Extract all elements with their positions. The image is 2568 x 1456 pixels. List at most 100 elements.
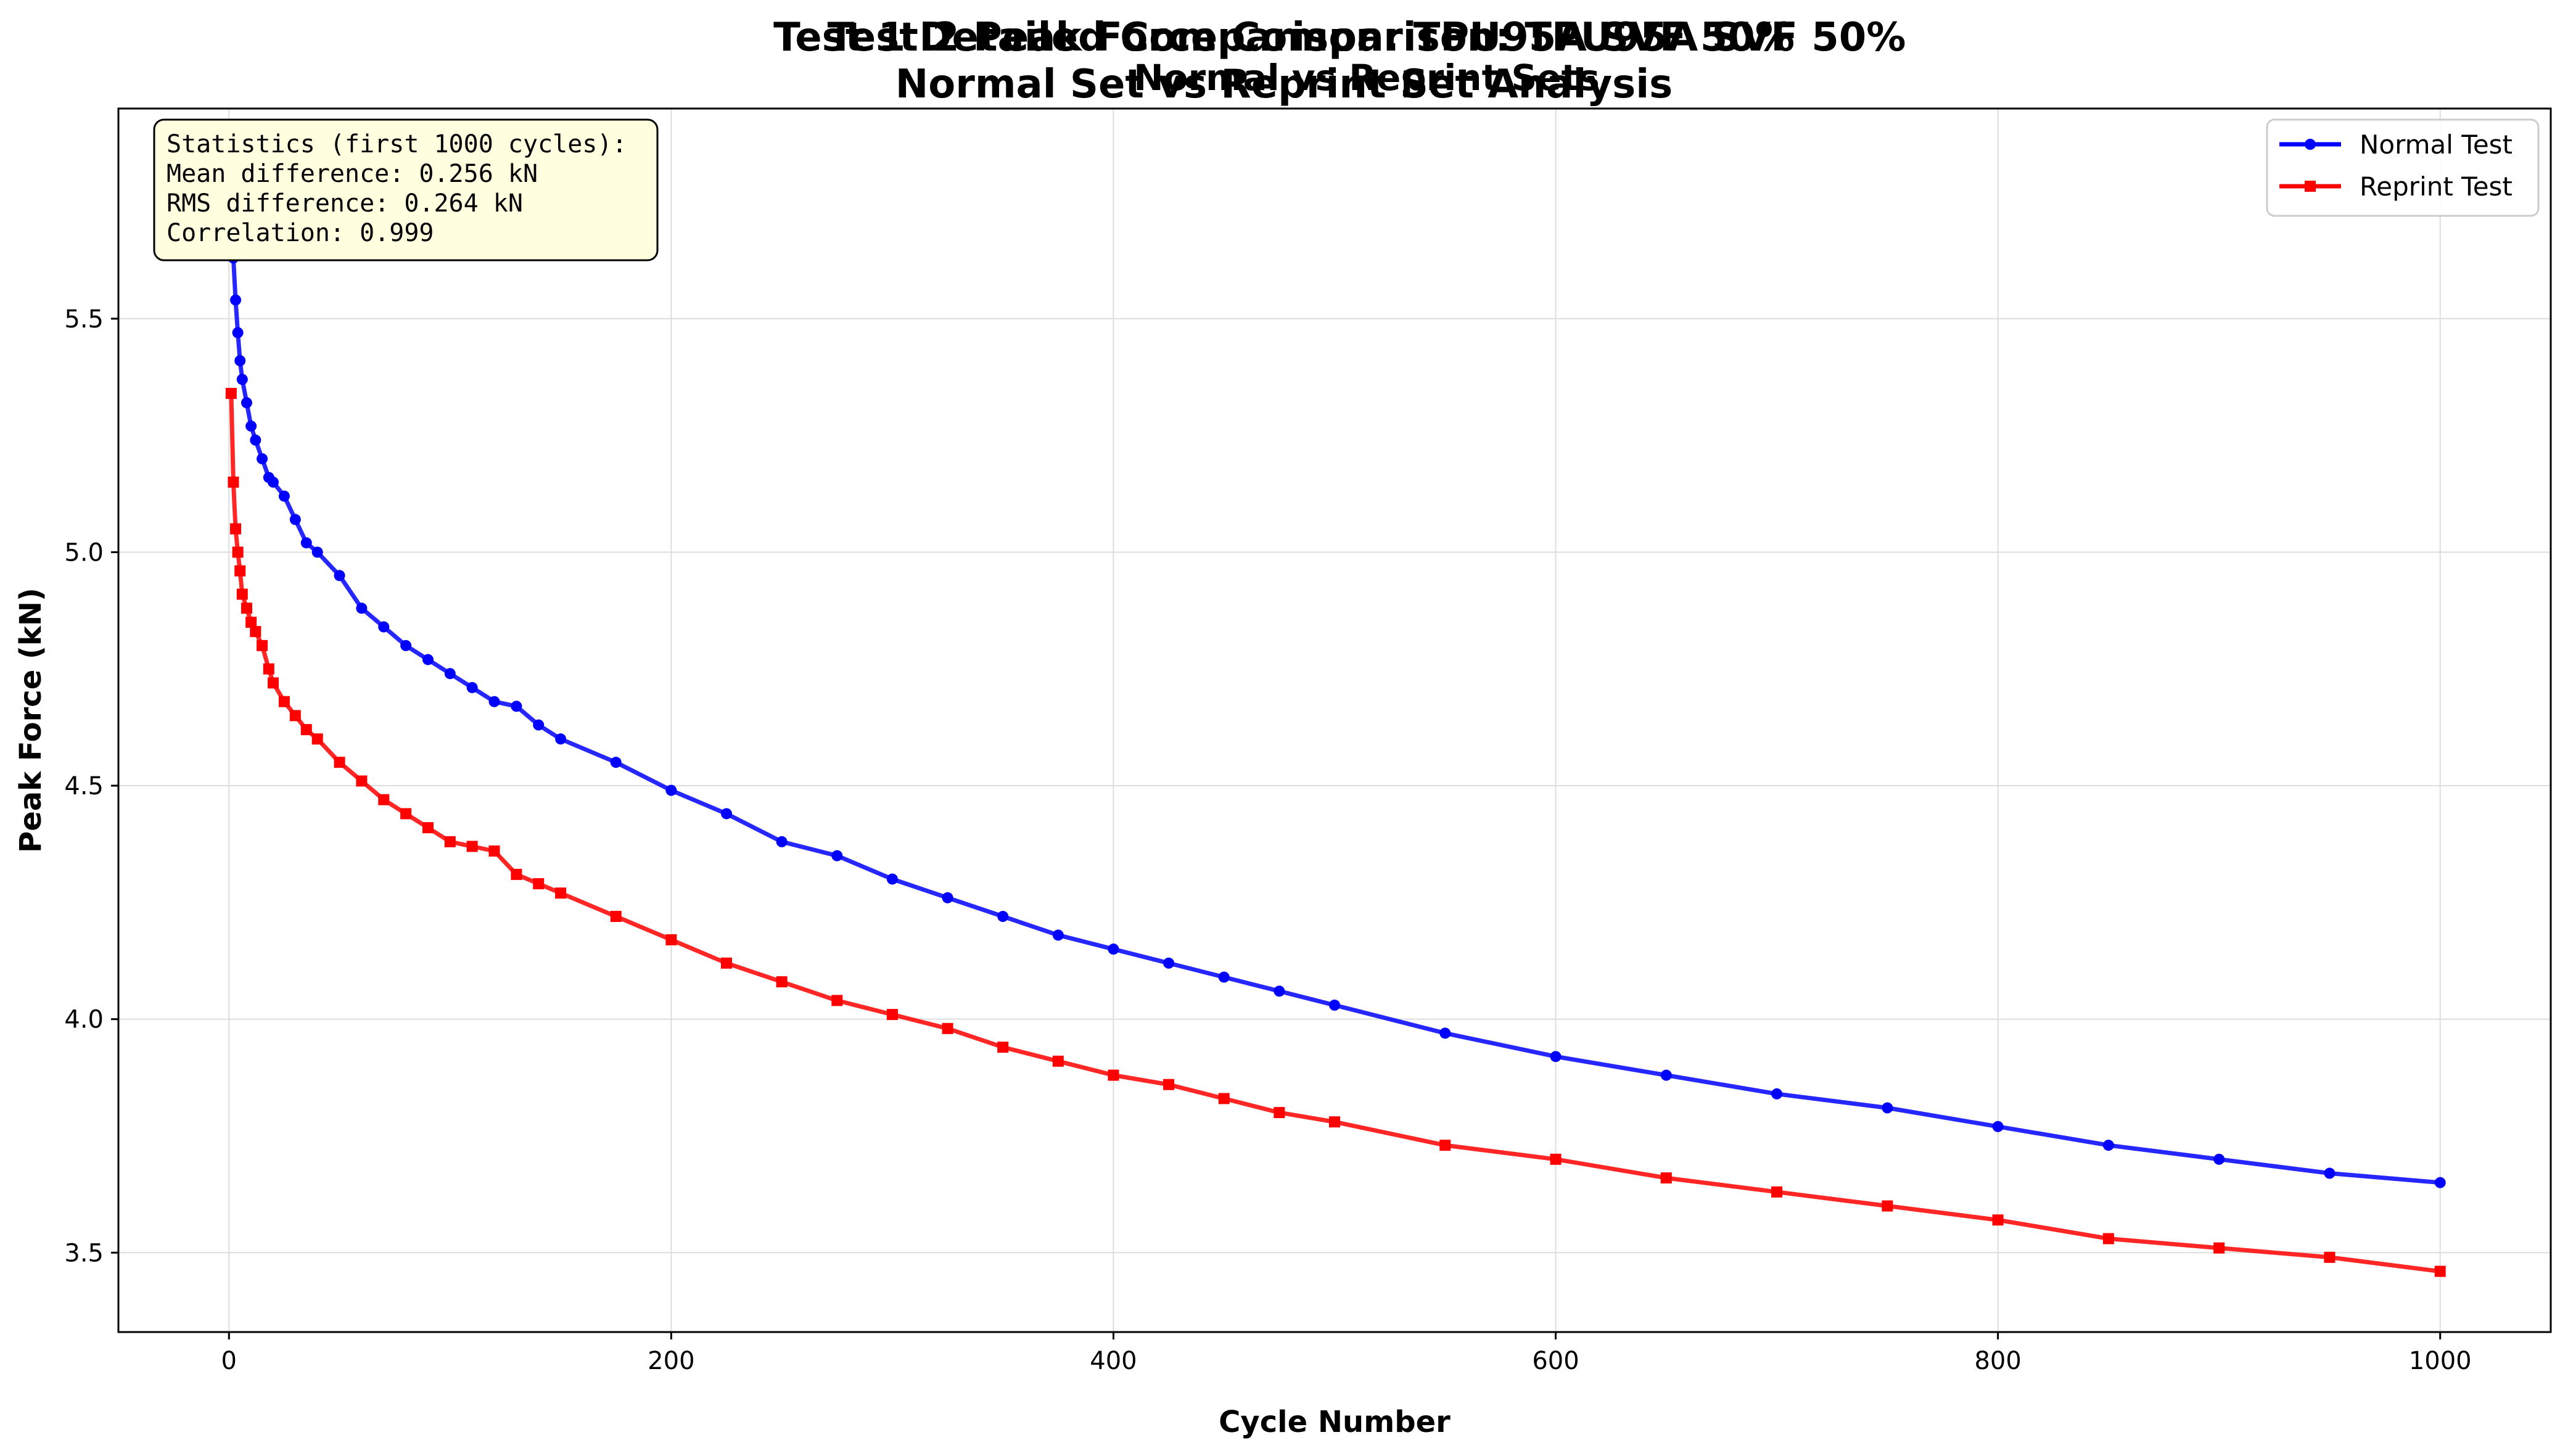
- data-point-normal-test: [230, 294, 242, 306]
- data-point-reprint-test: [1992, 1214, 2004, 1226]
- data-point-reprint-test: [250, 626, 261, 638]
- statistics-box-background: [153, 118, 659, 261]
- legend-label-normal: Normal Test: [2360, 130, 2512, 160]
- data-point-reprint-test: [263, 663, 274, 675]
- data-point-reprint-test: [234, 565, 246, 577]
- x-tick-label: 400: [1090, 1347, 1137, 1375]
- data-point-reprint-test: [466, 841, 478, 852]
- data-point-reprint-test: [1550, 1153, 1562, 1165]
- data-point-normal-test: [665, 784, 677, 796]
- data-point-reprint-test: [300, 724, 312, 736]
- data-point-normal-test: [422, 654, 434, 665]
- data-point-reprint-test: [1052, 1055, 1064, 1067]
- y-tick-label: 4.0: [64, 1006, 104, 1034]
- data-point-reprint-test: [400, 808, 412, 820]
- series-reprint-test: [225, 387, 2446, 1277]
- data-point-normal-test: [444, 668, 456, 680]
- data-point-reprint-test: [257, 640, 268, 651]
- data-point-reprint-test: [236, 588, 248, 600]
- data-point-normal-test: [1660, 1069, 1672, 1081]
- data-point-normal-test: [1274, 985, 1285, 997]
- data-point-reprint-test: [1329, 1116, 1340, 1128]
- y-tick-label: 5.5: [64, 305, 104, 334]
- data-point-reprint-test: [378, 794, 390, 805]
- statistics-box: Statistics (first 1000 cycles): Mean dif…: [153, 118, 659, 261]
- data-point-normal-test: [311, 546, 323, 558]
- y-tick-label: 3.5: [64, 1239, 104, 1267]
- x-tick-label: 1000: [2409, 1347, 2472, 1375]
- data-point-normal-test: [997, 911, 1009, 923]
- data-point-normal-test: [1439, 1027, 1451, 1039]
- y-tick-label: 4.5: [64, 772, 104, 800]
- data-point-normal-test: [2434, 1177, 2446, 1188]
- y-axis-label: Peak Force (kN): [14, 588, 48, 853]
- data-point-normal-test: [1108, 944, 1119, 955]
- data-point-reprint-test: [721, 957, 732, 969]
- data-point-normal-test: [610, 757, 622, 768]
- data-point-normal-test: [1052, 929, 1064, 941]
- data-point-normal-test: [278, 490, 290, 502]
- data-point-normal-test: [511, 701, 522, 712]
- data-point-normal-test: [257, 453, 268, 464]
- series-line-normal-test: [229, 155, 2440, 1185]
- data-point-reprint-test: [1771, 1186, 1783, 1198]
- data-point-normal-test: [400, 640, 412, 651]
- data-point-normal-test: [555, 733, 567, 745]
- data-point-normal-test: [1550, 1051, 1562, 1063]
- legend: Normal Test Reprint Test: [2266, 118, 2540, 217]
- x-tick-label: 800: [1974, 1347, 2021, 1375]
- data-point-reprint-test: [356, 775, 368, 787]
- data-point-reprint-test: [278, 696, 290, 707]
- data-point-reprint-test: [334, 757, 345, 768]
- legend-swatch-normal-marker: [2305, 139, 2316, 150]
- data-point-reprint-test: [444, 836, 456, 847]
- data-point-reprint-test: [422, 822, 434, 834]
- legend-label-reprint: Reprint Test: [2360, 171, 2512, 202]
- data-point-normal-test: [356, 603, 368, 614]
- data-point-normal-test: [232, 327, 244, 339]
- data-point-normal-test: [245, 420, 257, 432]
- data-point-reprint-test: [776, 976, 788, 988]
- chart-title-overlay-line-2: Normal vs Reprint Sets: [1134, 57, 1600, 99]
- data-point-normal-test: [942, 892, 953, 903]
- data-point-normal-test: [831, 850, 843, 862]
- x-tick-label: 0: [221, 1347, 237, 1375]
- data-point-reprint-test: [1218, 1093, 1230, 1104]
- data-point-normal-test: [267, 476, 279, 488]
- data-point-reprint-test: [533, 878, 545, 890]
- data-point-reprint-test: [610, 911, 622, 923]
- chart-title-overlay-line-1: Test 2 Peak Force Comparison: TPU95A SVF…: [828, 15, 1906, 60]
- chart-title-line-1: Test 1 Detailed Comparison: TPU95A SVF 5…: [773, 15, 1795, 60]
- data-point-reprint-test: [1163, 1079, 1175, 1090]
- data-point-normal-test: [1218, 971, 1230, 983]
- data-point-reprint-test: [289, 710, 301, 722]
- data-point-normal-test: [236, 374, 248, 385]
- data-point-reprint-test: [225, 387, 237, 399]
- data-point-reprint-test: [997, 1042, 1009, 1053]
- data-point-reprint-test: [886, 1009, 898, 1021]
- statistics-line-4: Correlation: 0.999: [167, 219, 434, 247]
- data-point-normal-test: [289, 514, 301, 525]
- series-line-reprint-test: [229, 393, 2441, 1274]
- data-point-reprint-test: [488, 845, 500, 857]
- data-point-reprint-test: [232, 546, 244, 558]
- data-point-normal-test: [466, 681, 478, 693]
- data-point-normal-test: [241, 397, 252, 409]
- legend-swatch-reprint-marker: [2305, 181, 2316, 192]
- data-point-normal-test: [1882, 1102, 1893, 1114]
- data-point-normal-test: [488, 696, 500, 707]
- data-point-reprint-test: [555, 887, 567, 899]
- data-point-normal-test: [1163, 957, 1175, 969]
- plot-area-frame: [117, 107, 2552, 1333]
- data-point-reprint-test: [665, 934, 677, 945]
- x-tick-label: 600: [1532, 1347, 1579, 1375]
- data-point-normal-test: [886, 873, 898, 885]
- data-point-normal-test: [776, 836, 788, 847]
- x-tick-label: 200: [648, 1347, 694, 1375]
- series-normal-test: [225, 149, 2446, 1188]
- data-point-reprint-test: [2434, 1265, 2446, 1277]
- data-point-normal-test: [250, 434, 261, 446]
- data-point-normal-test: [1771, 1088, 1783, 1100]
- data-point-reprint-test: [311, 733, 323, 745]
